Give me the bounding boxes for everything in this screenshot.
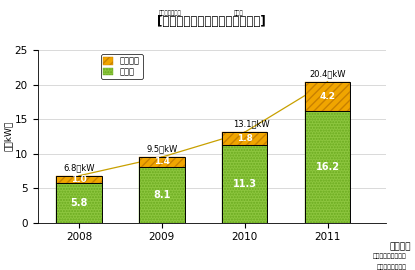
Text: 20.4万kW: 20.4万kW: [309, 69, 346, 78]
Text: 出所：神奈川県統計: 出所：神奈川県統計: [373, 254, 407, 259]
Bar: [139, 157, 185, 223]
Bar: [56, 176, 102, 183]
Text: 11.3: 11.3: [233, 179, 256, 189]
Text: 1.4: 1.4: [154, 157, 170, 166]
Text: すいい: すいい: [234, 10, 244, 16]
Text: 1.8: 1.8: [237, 134, 253, 143]
Title: [県内の太陽光発電導入量の推移]: [県内の太陽光発電導入量の推移]: [157, 15, 266, 28]
Text: 8.1: 8.1: [153, 190, 171, 200]
Bar: [56, 176, 102, 223]
Text: 13.1万kW: 13.1万kW: [233, 120, 270, 129]
Text: どうにゅうこう: どうにゅうこう: [159, 10, 181, 16]
Legend: 住宅以外, 住宅用: 住宅以外, 住宅用: [101, 54, 142, 79]
Bar: [222, 132, 267, 223]
Bar: [139, 167, 185, 223]
Bar: [305, 111, 350, 223]
Text: （年度）: （年度）: [390, 242, 411, 251]
Text: 4.2: 4.2: [320, 92, 335, 101]
Bar: [56, 183, 102, 223]
Bar: [305, 82, 350, 223]
Bar: [139, 157, 185, 167]
Y-axis label: （万kW）: （万kW）: [4, 121, 13, 151]
Text: 6.8万kW: 6.8万kW: [63, 163, 95, 172]
Text: （神奈川県推計）: （神奈川県推計）: [377, 264, 407, 270]
Bar: [222, 132, 267, 145]
Bar: [222, 145, 267, 223]
Text: 16.2: 16.2: [315, 162, 339, 172]
Text: 9.5万kW: 9.5万kW: [146, 145, 178, 154]
Bar: [305, 82, 350, 111]
Text: 5.8: 5.8: [70, 198, 88, 208]
Text: 1.0: 1.0: [71, 175, 87, 184]
